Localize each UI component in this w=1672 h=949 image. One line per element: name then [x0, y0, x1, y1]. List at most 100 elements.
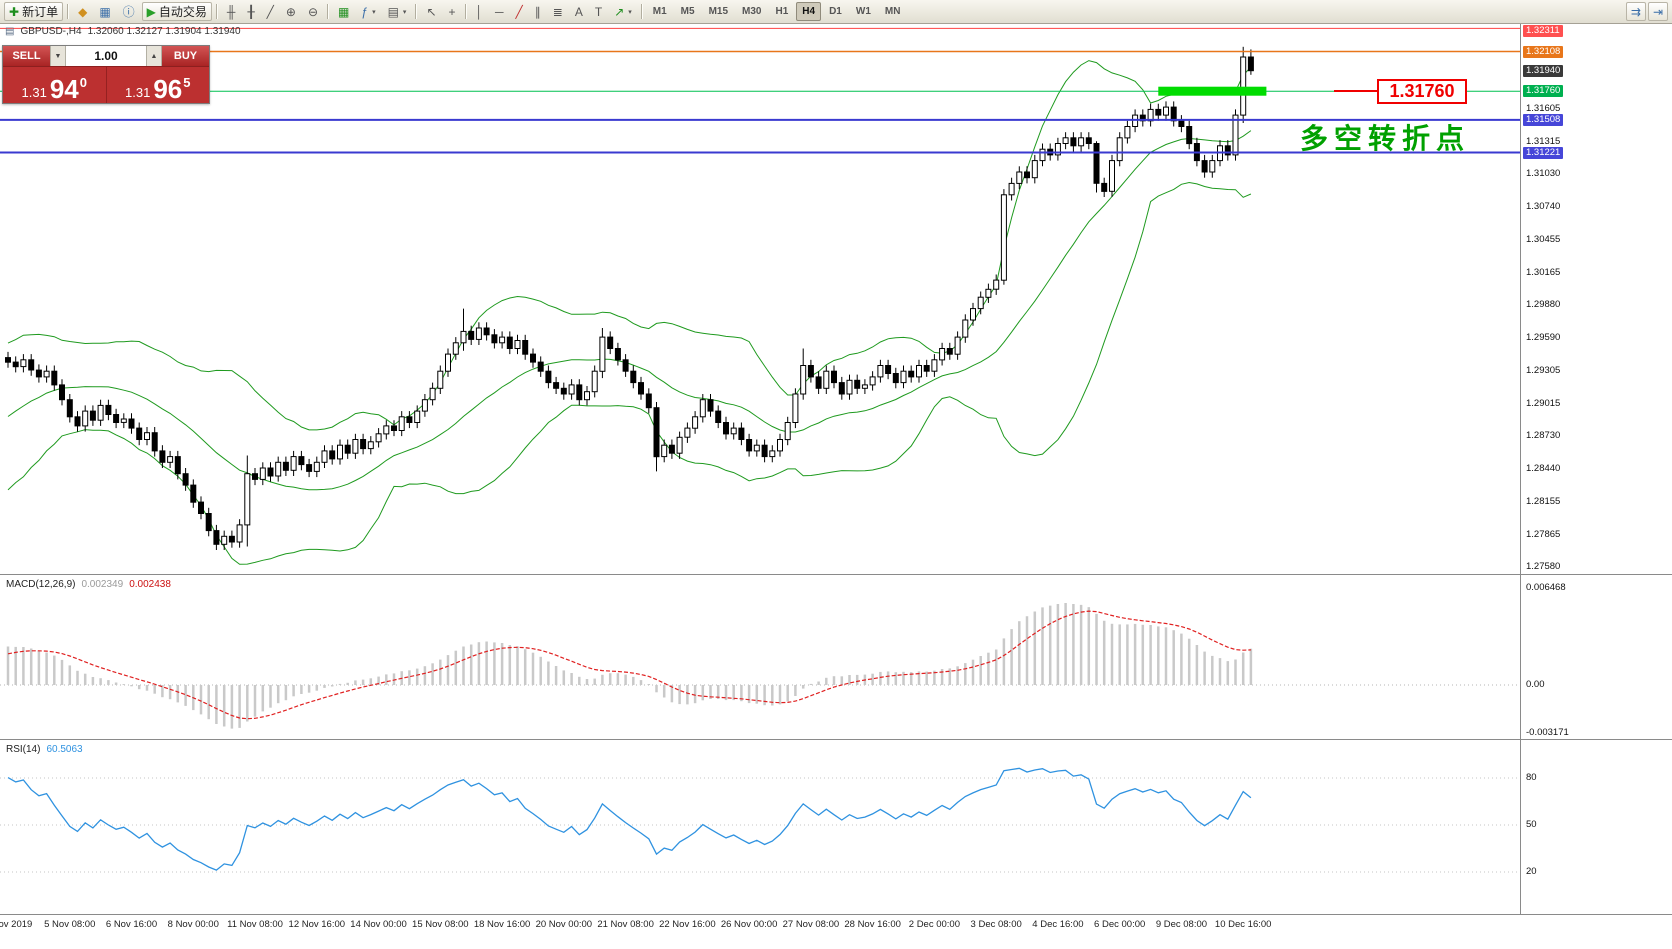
timeframe-h1-button[interactable]: H1 [769, 2, 794, 21]
chart-symbol-timeframe: GBPUSD-,H4 [20, 26, 82, 37]
timeframe-m30-button[interactable]: M30 [736, 2, 767, 21]
price-annotation-leader-line [1334, 90, 1377, 92]
fibonacci-icon: ≣ [552, 4, 563, 19]
price-tag: 1.31221 [1523, 146, 1564, 159]
horizontal-line-button[interactable]: ─ [490, 2, 509, 21]
autotrading-button[interactable]: ▶ 自动交易 [141, 2, 212, 21]
timeframe-m1-button[interactable]: M1 [647, 2, 673, 21]
time-tick-label: 6 Nov 16:00 [105, 919, 158, 930]
auto-scroll-button[interactable]: ⇉ [1625, 2, 1646, 21]
axis-tick-label: 1.28730 [1526, 430, 1561, 442]
trendline-button[interactable]: ╱ [511, 2, 528, 21]
macd-indicator-label: MACD(12,26,9) 0.002349 0.002438 [6, 579, 171, 590]
zoom-in-button[interactable]: ⊕ [281, 2, 301, 21]
time-tick-label: 27 Nov 08:00 [782, 919, 840, 930]
macd-main-value: 0.002349 [81, 579, 124, 590]
price-tag: 1.31760 [1523, 85, 1564, 98]
lot-decrease-button[interactable]: ▼ [50, 46, 66, 66]
timeframe-h4-button[interactable]: H4 [796, 2, 822, 21]
buy-button[interactable]: BUY [162, 46, 209, 66]
price-chart-canvas[interactable] [0, 0, 1520, 575]
trendline-icon: ╱ [515, 4, 523, 19]
grid-button[interactable]: ▦ [333, 2, 354, 21]
navigator-button[interactable]: ▦ [94, 2, 115, 21]
bid-price-main: 94 [49, 73, 79, 104]
chart-ohlc-values: 1.32060 1.32127 1.31904 1.31940 [87, 26, 241, 37]
timeframe-mn-button[interactable]: MN [879, 2, 907, 21]
fibonacci-button[interactable]: ≣ [548, 2, 568, 21]
timeframe-group: M1 M5 M15 M30 H1 H4 D1 W1 MN [646, 2, 908, 21]
rsi-indicator-label: RSI(14) 60.5063 [6, 744, 83, 755]
zoom-out-icon: ⊖ [307, 4, 319, 19]
rsi-panel-canvas[interactable] [0, 740, 1520, 915]
time-tick-label: 11 Nov 08:00 [227, 919, 283, 930]
candlestick-chart-button[interactable]: ╂ [242, 2, 259, 21]
text-button[interactable]: A [570, 2, 588, 21]
rsi-axis-label: 80 [1526, 772, 1537, 783]
chart-shift-icon: ⇥ [1652, 4, 1663, 19]
toolbar-separator [215, 4, 218, 19]
candlestick-chart-icon: ╂ [247, 4, 255, 19]
rsi-name: RSI(14) [6, 744, 41, 755]
turning-point-note[interactable]: 多空转折点 [1300, 123, 1471, 154]
timeframe-m5-button[interactable]: M5 [675, 2, 701, 21]
bid-price-pip: 0 [79, 75, 87, 90]
indicators-button[interactable]: ƒ ▾ [356, 2, 380, 21]
time-tick-label: 26 Nov 00:00 [720, 919, 778, 930]
terminal-button[interactable]: ⓘ [118, 2, 140, 21]
timeframe-d1-button[interactable]: D1 [823, 2, 848, 21]
terminal-icon: ⓘ [122, 4, 135, 19]
price-axis[interactable]: 1.32311 1.32108 1.31940 1.31760 1.31605 1.315… [1521, 23, 1672, 949]
price-level-annotation[interactable]: 1.31760 [1377, 79, 1467, 104]
market-watch-icon: ◆ [78, 4, 88, 19]
channel-button[interactable]: ∥ [530, 2, 546, 21]
bar-chart-button[interactable]: ╫ [222, 2, 241, 21]
sell-price-button[interactable]: 1.31 94 0 [3, 67, 107, 103]
rsi-panel-splitter[interactable] [0, 739, 1672, 740]
macd-axis-label: 0.006468 [1526, 581, 1566, 593]
market-watch-button[interactable]: ◆ [73, 2, 92, 21]
time-tick-label: 9 Dec 08:00 [1155, 919, 1208, 930]
vertical-line-button[interactable]: │ [471, 2, 489, 21]
time-tick-label: 8 Nov 00:00 [167, 919, 219, 930]
price-tag: 1.31508 [1523, 113, 1564, 126]
arrows-icon: ↗ [614, 4, 625, 19]
axis-tick-label: 1.30165 [1526, 266, 1561, 278]
text-label-button[interactable]: T [590, 2, 607, 21]
arrows-button[interactable]: ↗ ▾ [609, 2, 637, 21]
time-tick-label: 10 Dec 16:00 [1214, 919, 1272, 930]
time-tick-label: 14 Nov 00:00 [350, 919, 407, 930]
cursor-button[interactable]: ↖ [421, 2, 441, 21]
timeframe-m15-button[interactable]: M15 [703, 2, 734, 21]
crosshair-button[interactable]: + [444, 2, 461, 21]
toolbar: ✚ 新订单 ◆ ▦ ⓘ ▶ 自动交易 ╫ ╂ ╱ ⊕ ⊖ ▦ ƒ ▾ ▤ ▾ ↖ +… [0, 0, 1672, 24]
templates-button[interactable]: ▤ ▾ [383, 2, 412, 21]
axis-tick-label: 1.30455 [1526, 233, 1561, 245]
toolbar-separator [67, 4, 70, 19]
axis-tick-label: 1.27865 [1526, 528, 1561, 540]
chart-shift-button[interactable]: ⇥ [1647, 2, 1668, 21]
time-tick-label: 4 Nov 2019 [0, 919, 33, 930]
lot-increase-button[interactable]: ▲ [146, 46, 162, 66]
lot-size-input[interactable] [66, 46, 146, 66]
sell-button[interactable]: SELL [3, 46, 50, 66]
axis-tick-label: 1.29590 [1526, 332, 1561, 344]
rsi-value: 60.5063 [46, 744, 83, 755]
timeframe-w1-button[interactable]: W1 [850, 2, 877, 21]
ask-price-prefix: 1.31 [125, 84, 151, 100]
time-axis[interactable]: 4 Nov 2019 5 Nov 08:00 6 Nov 16:00 8 Nov 00… [0, 0, 1520, 949]
macd-panel-splitter[interactable] [0, 574, 1672, 575]
axis-tick-label: 1.31030 [1526, 168, 1561, 180]
buy-price-button[interactable]: 1.31 96 5 [107, 67, 210, 103]
time-axis-divider [0, 914, 1672, 915]
one-click-top-row: SELL ▼ ▲ BUY [3, 46, 209, 66]
zoom-out-button[interactable]: ⊖ [303, 2, 323, 21]
new-order-button[interactable]: ✚ 新订单 [4, 2, 64, 21]
price-axis-divider [1520, 23, 1521, 915]
macd-panel-canvas[interactable] [0, 575, 1520, 740]
line-chart-button[interactable]: ╱ [262, 2, 279, 21]
toolbar-separator [640, 4, 643, 19]
horizontal-line-icon: ─ [495, 4, 504, 19]
toolbar-separator [464, 4, 467, 19]
